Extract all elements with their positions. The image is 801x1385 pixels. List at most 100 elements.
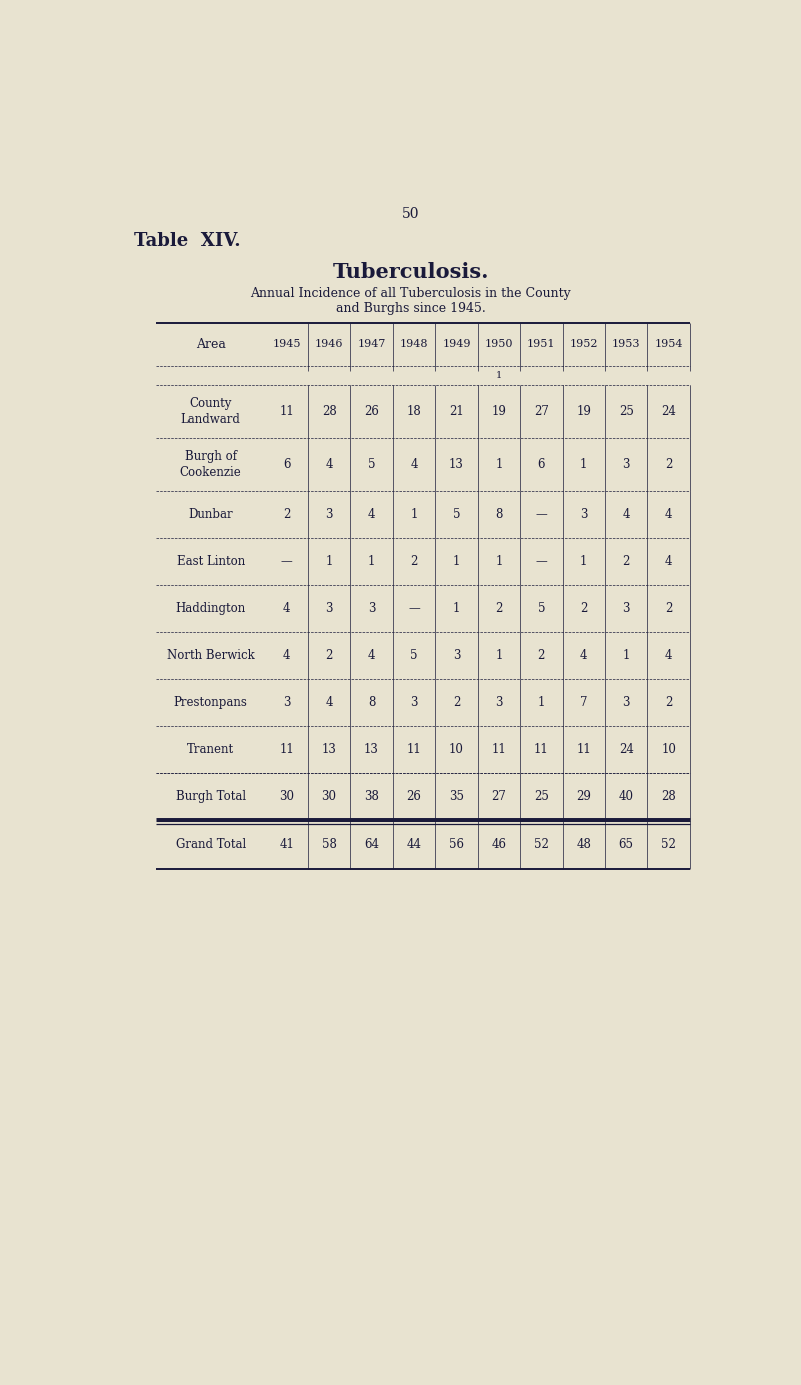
Text: Grand Total: Grand Total (175, 838, 246, 850)
Text: 3: 3 (453, 650, 461, 662)
Text: 3: 3 (622, 697, 630, 709)
Text: 2: 2 (665, 602, 672, 615)
Text: 30: 30 (280, 789, 294, 803)
Text: 13: 13 (322, 742, 336, 756)
Text: 2: 2 (665, 458, 672, 471)
Text: 3: 3 (283, 697, 291, 709)
Text: 1952: 1952 (570, 339, 598, 349)
Text: 28: 28 (662, 789, 676, 803)
Text: 10: 10 (449, 742, 464, 756)
Text: 35: 35 (449, 789, 464, 803)
Text: 3: 3 (325, 602, 333, 615)
Text: 1950: 1950 (485, 339, 513, 349)
Text: 30: 30 (321, 789, 336, 803)
Text: 2: 2 (495, 602, 502, 615)
Text: 2: 2 (537, 650, 545, 662)
Text: 4: 4 (665, 555, 672, 568)
Text: 44: 44 (406, 838, 421, 850)
Text: 1953: 1953 (612, 339, 641, 349)
Text: 1949: 1949 (442, 339, 471, 349)
Text: 1947: 1947 (357, 339, 386, 349)
Text: 28: 28 (322, 404, 336, 418)
Text: 3: 3 (325, 508, 333, 521)
Text: 5: 5 (537, 602, 545, 615)
Text: —: — (535, 508, 547, 521)
Text: Tranent: Tranent (187, 742, 234, 756)
Text: 7: 7 (580, 697, 587, 709)
Text: Haddington: Haddington (175, 602, 246, 615)
Text: and Burghs since 1945.: and Burghs since 1945. (336, 302, 485, 314)
Text: 1: 1 (580, 555, 587, 568)
Text: 1: 1 (410, 508, 417, 521)
Text: 18: 18 (407, 404, 421, 418)
Text: 1: 1 (495, 650, 502, 662)
Text: 5: 5 (453, 508, 461, 521)
Text: 4: 4 (622, 508, 630, 521)
Text: 2: 2 (580, 602, 587, 615)
Text: —: — (409, 602, 420, 615)
Text: 1: 1 (325, 555, 332, 568)
Text: 19: 19 (492, 404, 506, 418)
Text: 10: 10 (661, 742, 676, 756)
Text: 46: 46 (491, 838, 506, 850)
Text: 1: 1 (453, 602, 460, 615)
Text: Dunbar: Dunbar (188, 508, 233, 521)
Text: 6: 6 (537, 458, 545, 471)
Text: 3: 3 (410, 697, 418, 709)
Text: 58: 58 (322, 838, 336, 850)
Text: 4: 4 (283, 602, 291, 615)
Text: 11: 11 (534, 742, 549, 756)
Text: 3: 3 (580, 508, 587, 521)
Text: 52: 52 (534, 838, 549, 850)
Text: 2: 2 (325, 650, 332, 662)
Text: 11: 11 (280, 742, 294, 756)
Text: Area: Area (195, 338, 226, 350)
Text: County
Landward: County Landward (181, 397, 240, 427)
Text: 5: 5 (368, 458, 376, 471)
Text: 1: 1 (495, 555, 502, 568)
Text: 1946: 1946 (315, 339, 344, 349)
Text: 21: 21 (449, 404, 464, 418)
Text: 38: 38 (364, 789, 379, 803)
Text: 2: 2 (453, 697, 460, 709)
Text: 8: 8 (495, 508, 502, 521)
Text: 3: 3 (622, 602, 630, 615)
Text: 4: 4 (580, 650, 587, 662)
Text: 41: 41 (280, 838, 294, 850)
Text: North Berwick: North Berwick (167, 650, 255, 662)
Text: 52: 52 (661, 838, 676, 850)
Text: 1954: 1954 (654, 339, 683, 349)
Text: 27: 27 (534, 404, 549, 418)
Text: 13: 13 (449, 458, 464, 471)
Text: 56: 56 (449, 838, 464, 850)
Text: 27: 27 (492, 789, 506, 803)
Text: 1948: 1948 (400, 339, 429, 349)
Text: 65: 65 (618, 838, 634, 850)
Text: 11: 11 (492, 742, 506, 756)
Text: 4: 4 (325, 458, 333, 471)
Text: 25: 25 (618, 404, 634, 418)
Text: —: — (535, 555, 547, 568)
Text: 2: 2 (410, 555, 417, 568)
Text: 11: 11 (280, 404, 294, 418)
Text: 24: 24 (618, 742, 634, 756)
Text: 1945: 1945 (272, 339, 301, 349)
Text: 29: 29 (576, 789, 591, 803)
Text: 1: 1 (496, 371, 502, 379)
Text: 1: 1 (580, 458, 587, 471)
Text: 2: 2 (283, 508, 290, 521)
Text: 2: 2 (665, 697, 672, 709)
Text: 26: 26 (407, 789, 421, 803)
Text: 40: 40 (618, 789, 634, 803)
Text: 5: 5 (410, 650, 418, 662)
Text: 1: 1 (537, 697, 545, 709)
Text: 4: 4 (665, 508, 672, 521)
Text: 4: 4 (368, 650, 376, 662)
Text: Annual Incidence of all Tuberculosis in the County: Annual Incidence of all Tuberculosis in … (250, 287, 571, 299)
Text: 48: 48 (576, 838, 591, 850)
Text: 1: 1 (495, 458, 502, 471)
Text: 1951: 1951 (527, 339, 556, 349)
Text: East Linton: East Linton (176, 555, 245, 568)
Text: 1: 1 (368, 555, 375, 568)
Text: Tuberculosis.: Tuberculosis. (332, 262, 489, 283)
